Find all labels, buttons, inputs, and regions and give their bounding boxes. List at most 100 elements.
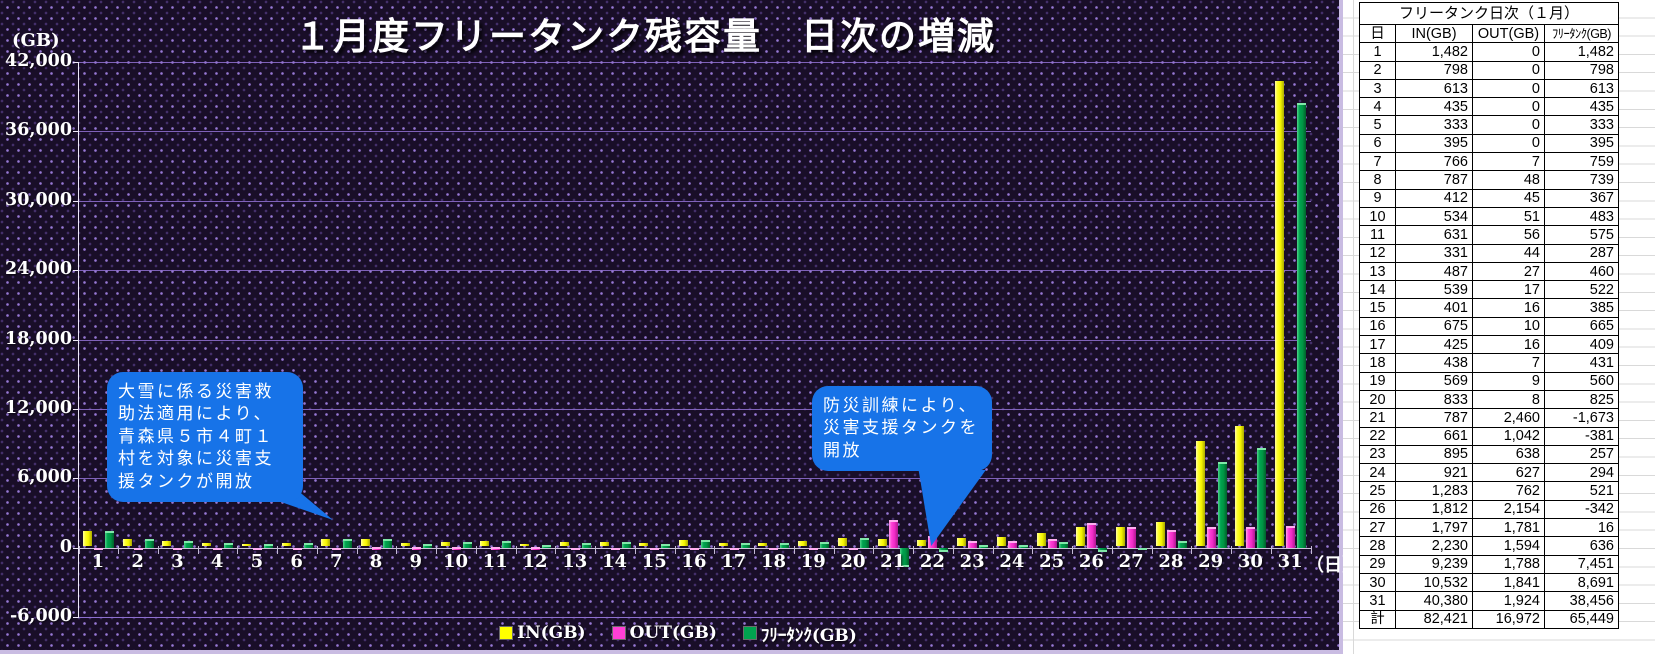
table-cell-value: 45 bbox=[1472, 188, 1545, 208]
x-axis-day-label: 9 bbox=[409, 551, 423, 572]
table-cell-day: 26 bbox=[1359, 499, 1396, 520]
table-cell-value: 2,154 bbox=[1472, 499, 1545, 520]
table-cell-day: 24 bbox=[1359, 463, 1396, 483]
bar-フリータンク(GB)-day-8 bbox=[383, 539, 393, 548]
table-cell-value: 51 bbox=[1472, 206, 1545, 227]
table-row: 17 425 16 409 bbox=[1359, 335, 1619, 355]
table-cell-value: 333 bbox=[1544, 115, 1619, 135]
bar-OUT(GB)-day-15 bbox=[650, 547, 660, 550]
chart-title: １月度フリータンク残容量 日次の増減 bbox=[294, 14, 996, 58]
bar-フリータンク(GB)-day-26 bbox=[1098, 548, 1108, 552]
table-header-3: ﾌﾘｰﾀﾝｸ(GB) bbox=[1544, 23, 1619, 44]
table-cell-day: 11 bbox=[1359, 225, 1396, 245]
table-cell-value: 0 bbox=[1472, 133, 1545, 154]
x-axis-day-label: 10 bbox=[443, 551, 469, 572]
bar-IN(GB)-day-14 bbox=[599, 541, 609, 546]
bar-OUT(GB)-day-7 bbox=[332, 547, 342, 550]
x-axis-day-label: 7 bbox=[330, 551, 343, 572]
table-row: 8 787 48 739 bbox=[1359, 170, 1619, 190]
table-row: 3 613 0 613 bbox=[1359, 78, 1619, 99]
table-cell-value: 40,380 bbox=[1395, 591, 1473, 611]
table-cell-value: 1,781 bbox=[1472, 518, 1545, 538]
y-axis-tick bbox=[73, 270, 79, 272]
table-cell-value: 367 bbox=[1544, 188, 1619, 208]
bar-フリータンク(GB)-day-29 bbox=[1217, 461, 1227, 548]
y-axis-unit-label: (GB) bbox=[12, 30, 60, 51]
bar-IN(GB)-day-23 bbox=[957, 537, 967, 546]
bar-フリータンク(GB)-day-27 bbox=[1138, 547, 1148, 550]
chart-panel: １月度フリータンク残容量 日次の増減 (GB) 42,000 36,000 30,0… bbox=[0, 0, 1343, 654]
bar-IN(GB)-day-29 bbox=[1195, 441, 1205, 546]
x-axis-day-label: 27 bbox=[1118, 551, 1144, 572]
table-row: 11 631 56 575 bbox=[1359, 225, 1619, 245]
table-cell-day: 18 bbox=[1359, 353, 1396, 373]
y-axis-tick-label: 42,000 bbox=[5, 51, 72, 71]
free-tank-daily-table: フリータンク日次（１月）日 IN(GB) OUT(GB) ﾌﾘｰﾀﾝｸ(GB) 1 1,4… bbox=[1359, 2, 1619, 629]
table-cell-day: 30 bbox=[1359, 572, 1396, 593]
table-cell-value: 7 bbox=[1472, 353, 1545, 373]
x-axis-tick bbox=[793, 546, 795, 554]
bar-IN(GB)-day-21 bbox=[877, 538, 887, 546]
bar-OUT(GB)-day-12 bbox=[531, 547, 541, 550]
bar-フリータンク(GB)-day-10 bbox=[462, 542, 472, 548]
table-cell-day: 8 bbox=[1359, 170, 1396, 190]
gridline bbox=[79, 131, 1311, 133]
table-cell-value: 1,283 bbox=[1395, 481, 1473, 501]
table-cell-value: 435 bbox=[1544, 97, 1619, 117]
x-axis-day-label: 19 bbox=[800, 551, 826, 572]
table-cell-value: 8 bbox=[1472, 389, 1545, 410]
bar-フリータンク(GB)-day-21 bbox=[899, 548, 909, 568]
bar-フリータンク(GB)-day-9 bbox=[422, 543, 432, 548]
bar-IN(GB)-day-8 bbox=[361, 538, 371, 546]
table-row: 19 569 9 560 bbox=[1359, 371, 1619, 391]
x-axis-tick bbox=[356, 546, 358, 554]
table-cell-day: 6 bbox=[1359, 133, 1396, 154]
x-axis-tick bbox=[913, 546, 915, 554]
table-cell-value: 7,451 bbox=[1544, 554, 1619, 574]
table-cell-value: 409 bbox=[1544, 335, 1619, 355]
plot-area bbox=[73, 62, 1312, 618]
table-row: 18 438 7 431 bbox=[1359, 353, 1619, 373]
legend-swatch-icon bbox=[611, 626, 626, 640]
y-axis-tick bbox=[73, 478, 79, 480]
table-cell-value: 1,788 bbox=[1472, 554, 1545, 574]
bar-フリータンク(GB)-day-11 bbox=[502, 541, 512, 548]
table-cell-value: 412 bbox=[1395, 188, 1473, 208]
bar-フリータンク(GB)-day-25 bbox=[1058, 541, 1068, 548]
bar-フリータンク(GB)-day-30 bbox=[1257, 447, 1267, 548]
bar-フリータンク(GB)-day-4 bbox=[224, 542, 234, 548]
bar-フリータンク(GB)-day-15 bbox=[661, 543, 671, 548]
bar-IN(GB)-day-28 bbox=[1155, 522, 1165, 546]
callout-snow-disaster: 大雪に係る災害救助法適用により、青森県５市４町１村を対象に災害支援タンクが開放 bbox=[107, 372, 303, 503]
gridline bbox=[79, 200, 1311, 202]
table-cell-value: 675 bbox=[1395, 316, 1473, 337]
bar-フリータンク(GB)-day-16 bbox=[701, 540, 710, 548]
bar-IN(GB)-day-3 bbox=[162, 540, 172, 546]
table-cell-day: 15 bbox=[1359, 298, 1396, 318]
gridline bbox=[79, 270, 1311, 272]
bar-OUT(GB)-day-17 bbox=[729, 547, 739, 550]
table-cell-value: 1,841 bbox=[1472, 572, 1545, 593]
table-cell-value: 1,482 bbox=[1395, 42, 1473, 62]
table-cell-value: 762 bbox=[1472, 481, 1545, 501]
y-axis-tick-label: 18,000 bbox=[5, 328, 72, 349]
y-axis-tick bbox=[73, 339, 79, 341]
table-cell-day: 5 bbox=[1359, 115, 1396, 135]
bar-IN(GB)-day-16 bbox=[679, 540, 688, 546]
y-axis-tick-label: 6,000 bbox=[17, 467, 72, 488]
bar-IN(GB)-day-30 bbox=[1235, 426, 1245, 546]
bar-IN(GB)-day-13 bbox=[559, 542, 569, 546]
y-axis-tick-label: 24,000 bbox=[5, 259, 72, 280]
table-cell-value: 460 bbox=[1544, 261, 1619, 282]
table-header-0: 日 bbox=[1359, 23, 1396, 44]
table-cell-value: 10,532 bbox=[1395, 572, 1473, 593]
table-cell-day: 1 bbox=[1359, 42, 1396, 62]
table-cell-day: 27 bbox=[1359, 518, 1396, 538]
bar-OUT(GB)-day-25 bbox=[1047, 539, 1057, 548]
table-cell-value: 787 bbox=[1395, 408, 1473, 428]
x-axis-day-label: 8 bbox=[369, 551, 383, 572]
bar-フリータンク(GB)-day-20 bbox=[859, 538, 869, 548]
bar-OUT(GB)-day-19 bbox=[809, 547, 819, 550]
x-axis-tick bbox=[475, 546, 477, 554]
table-row: 22 661 1,042 -381 bbox=[1359, 426, 1619, 446]
